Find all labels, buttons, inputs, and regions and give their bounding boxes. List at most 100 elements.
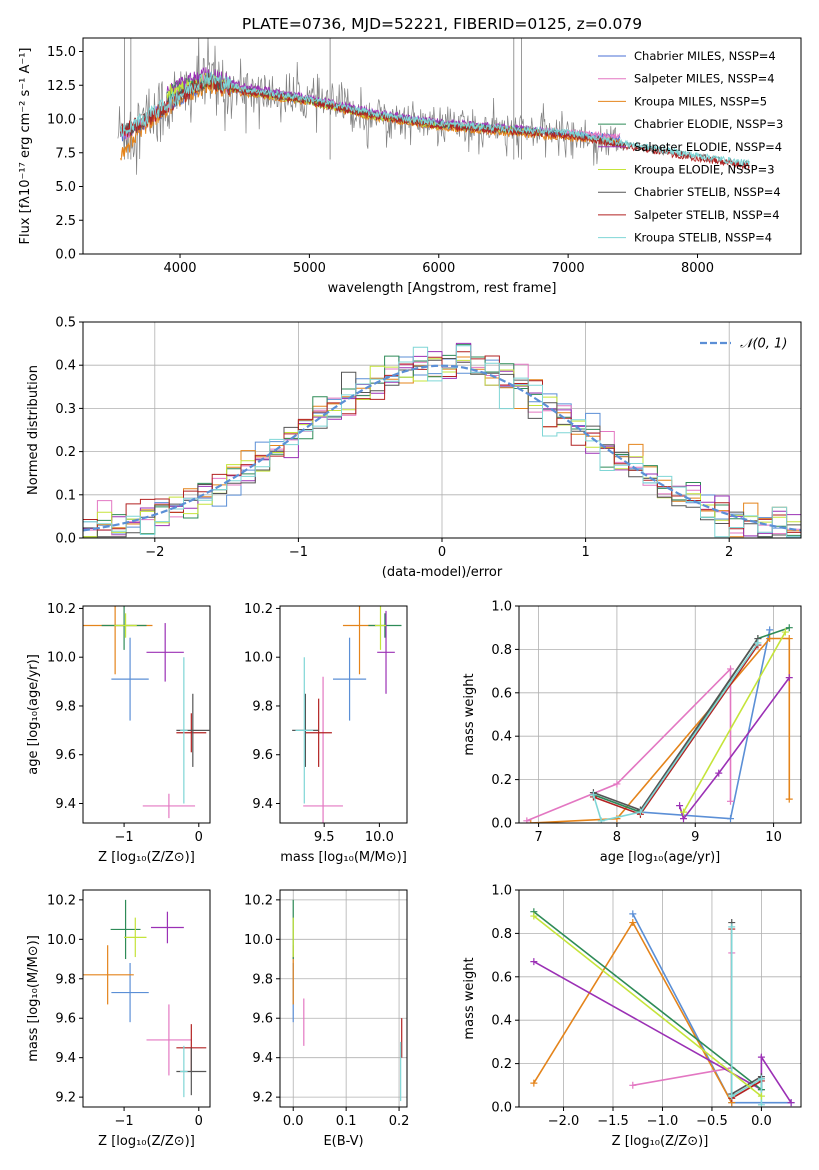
error-bar-point: [176, 713, 207, 753]
weight-marker: [785, 635, 793, 643]
x-tick-label: −2: [145, 545, 164, 560]
x-tick-label: 1: [581, 545, 589, 560]
legend-label: Kroupa STELIB, NSSP=4: [634, 231, 772, 245]
weight-line: [593, 626, 790, 814]
axes-frame: [82, 605, 211, 824]
weight-marker: [727, 665, 734, 673]
weight-line: [730, 929, 762, 1100]
x-tick-label: 10.0: [365, 830, 394, 845]
weight-line: [730, 922, 762, 1096]
x-tick-label: 9.5: [314, 830, 335, 845]
axes-frame: [82, 889, 211, 1108]
x-tick-label: 6000: [422, 261, 455, 276]
y-tick-label: 9.6: [252, 748, 273, 763]
x-tick-label: 8: [613, 830, 621, 845]
plot-area: [83, 342, 801, 538]
x-tick-label: 0.2: [389, 1114, 410, 1129]
y-tick-label: 1.0: [491, 600, 512, 615]
y-axis-label: mass weight: [462, 673, 477, 755]
x-tick-label: 0: [195, 1114, 203, 1129]
error-bar-point: [146, 623, 184, 682]
x-tick-label: 0.1: [336, 1114, 357, 1129]
plot-area: [83, 899, 207, 1098]
axes-frame: [279, 889, 408, 1108]
weight-line: [526, 666, 732, 822]
error-bar-point: [374, 606, 387, 650]
model-line: [120, 71, 750, 166]
y-tick-label: 0.8: [491, 927, 512, 942]
y-tick-label: 9.8: [55, 699, 76, 714]
y-tick-label: 15.0: [47, 45, 76, 60]
weight-marker: [757, 1075, 765, 1083]
weight-marker: [530, 958, 538, 966]
y-tick-label: 10.0: [47, 651, 76, 666]
legend-label: Chabrier MILES, NSSP=4: [634, 49, 776, 63]
y-tick-label: 9.2: [252, 1091, 273, 1106]
plot-area: [292, 606, 402, 823]
weight-line: [593, 629, 771, 820]
weight-marker: [785, 624, 793, 632]
weight-marker: [757, 1101, 765, 1107]
y-tick-label: 9.2: [55, 1091, 76, 1106]
weight-marker: [727, 797, 734, 805]
x-tick-label: 10: [765, 830, 782, 845]
weight-marker: [613, 780, 621, 788]
y-tick-label: 9.4: [252, 797, 273, 812]
error-bar-point: [124, 917, 147, 958]
y-tick-label: 0.0: [55, 532, 76, 547]
chart-title: PLATE=0736, MJD=52221, FIBERID=0125, z=0…: [242, 15, 642, 33]
error-bar-point: [111, 962, 149, 1023]
error-bar-point: [114, 613, 137, 638]
plot-area: [292, 899, 403, 1102]
y-axis-label: Flux [fλ10⁻¹⁷ erg cm⁻² s⁻¹ A⁻¹]: [18, 48, 33, 245]
x-tick-label: −1: [115, 1114, 134, 1129]
weight-marker: [785, 795, 793, 803]
y-tick-label: 9.6: [252, 1012, 273, 1027]
x-tick-label: −1.5: [597, 1114, 629, 1129]
weight-marker: [727, 815, 734, 823]
weight-line: [533, 911, 763, 1092]
x-tick-label: −1: [115, 830, 134, 845]
x-tick-label: −0.5: [696, 1114, 728, 1129]
weight-marker: [781, 628, 789, 636]
x-axis-label: mass [log₁₀(M/M⊙)]: [280, 850, 407, 865]
axes-frame: [518, 605, 802, 824]
weight-marker: [597, 817, 605, 823]
y-tick-label: 0.4: [55, 359, 76, 374]
panel-3: 9.5 10.0 9.4 9.6 9.8 10.0 10.2 mass [log₁₀(M/M⊙…: [244, 602, 408, 865]
y-axis-label: mass weight: [462, 957, 477, 1039]
error-bar-point: [111, 637, 149, 721]
y-tick-label: 9.6: [55, 1012, 76, 1027]
weight-marker: [766, 626, 774, 634]
y-tick-label: 10.0: [244, 651, 273, 666]
y-tick-label: 0.0: [55, 248, 76, 263]
error-bar-point: [377, 610, 395, 694]
panel-7: −2.0 −1.5 −1.0 −0.5 0.0 0.0 0.2 0.4 0.6 0.8 1.0 Z […: [462, 884, 802, 1149]
weight-marker: [728, 923, 736, 931]
y-tick-label: 9.6: [55, 748, 76, 763]
panel-0: 4000 5000 6000 7000 8000 0.0 2.5 5.0 7.5 10.0 12.5…: [18, 37, 802, 296]
legend-label: Salpeter STELIB, NSSP=4: [634, 208, 780, 222]
error-bar-point: [150, 911, 184, 944]
error-bar-point: [83, 945, 134, 1005]
weight-marker: [785, 674, 793, 682]
y-tick-label: 9.8: [252, 972, 273, 987]
error-bar-point: [333, 637, 367, 721]
y-axis-label: mass [log₁₀(M/M⊙)]: [26, 935, 41, 1062]
weight-marker: [757, 1092, 765, 1100]
y-tick-label: 2.5: [55, 214, 76, 229]
y-tick-label: 9.4: [252, 1051, 273, 1066]
y-tick-label: 9.8: [252, 699, 273, 714]
y-tick-label: 7.5: [55, 146, 76, 161]
legend-label: Kroupa MILES, NSSP=5: [634, 94, 767, 108]
y-tick-label: 10.2: [47, 893, 76, 908]
y-tick-label: 10.2: [47, 602, 76, 617]
weight-marker: [680, 808, 687, 816]
x-tick-label: −2.0: [548, 1114, 580, 1129]
x-tick-label: 9: [691, 830, 699, 845]
y-tick-label: 0.2: [491, 773, 512, 788]
x-tick-label: 2: [725, 545, 733, 560]
y-tick-label: 12.5: [47, 79, 76, 94]
legend: 𝒩(0, 1): [700, 337, 787, 352]
weight-marker: [728, 1092, 736, 1100]
